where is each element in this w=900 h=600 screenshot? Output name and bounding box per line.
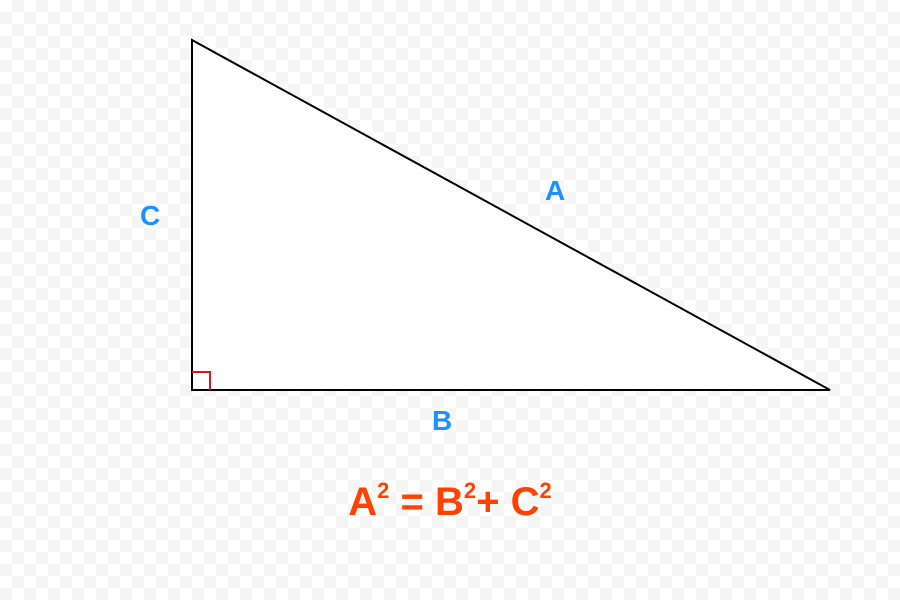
formula-exp-a: 2	[377, 478, 389, 503]
formula-exp-b: 2	[464, 478, 476, 503]
side-label-b: B	[432, 405, 452, 437]
pythagorean-formula: A2 = B2+ C2	[0, 480, 900, 525]
formula-exp-c: 2	[540, 478, 552, 503]
formula-term-b: B	[435, 480, 464, 524]
formula-term-a: A	[348, 480, 377, 524]
side-label-a: A	[545, 175, 565, 207]
diagram-canvas: A B C A2 = B2+ C2	[0, 0, 900, 600]
right-triangle	[192, 40, 830, 390]
formula-term-c: C	[511, 480, 540, 524]
side-label-c: C	[140, 200, 160, 232]
formula-equals: =	[389, 480, 435, 524]
formula-plus: +	[476, 480, 510, 524]
